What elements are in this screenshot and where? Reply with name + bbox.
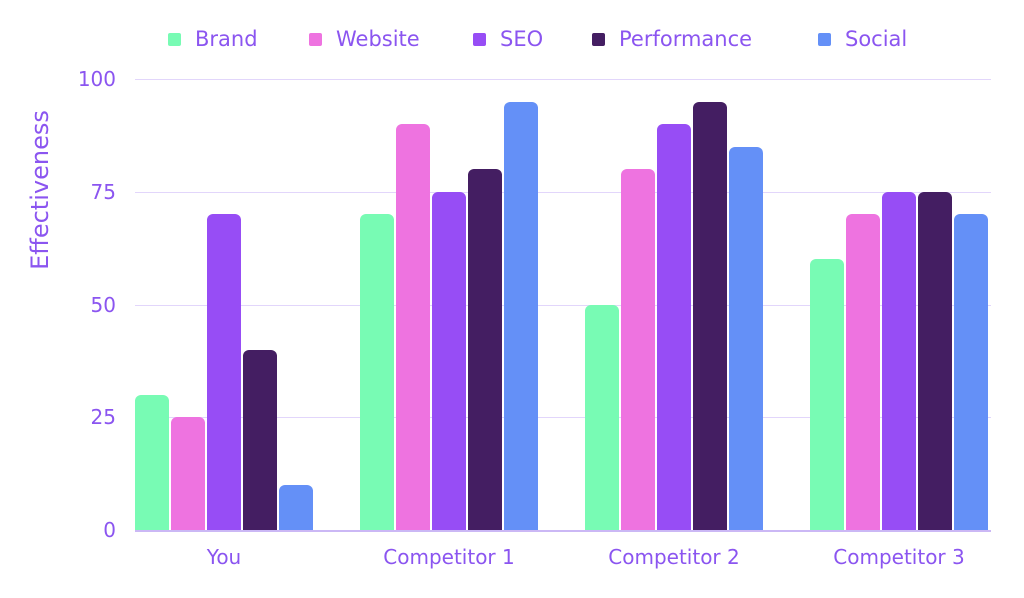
bar-performance-competitor-2 <box>693 101 727 530</box>
legend-label: SEO <box>500 27 544 51</box>
legend-item-social: Social <box>818 24 907 54</box>
y-tick-label: 0 <box>103 518 116 542</box>
legend-swatch <box>168 32 181 46</box>
bar-website-competitor-3 <box>846 214 880 530</box>
bar-brand-you <box>135 394 169 530</box>
legend-item-brand: Brand <box>168 24 258 54</box>
legend-label: Social <box>845 27 908 51</box>
bar-brand-competitor-2 <box>585 304 619 530</box>
x-tick-label: You <box>206 545 242 569</box>
legend-label: Performance <box>619 27 753 51</box>
y-tick-label: 50 <box>90 292 116 317</box>
legend-swatch <box>818 32 831 46</box>
gridline <box>135 305 991 306</box>
legend-swatch <box>309 32 322 46</box>
legend-swatch <box>592 32 605 46</box>
gridline <box>135 79 991 80</box>
bar-social-competitor-2 <box>729 146 763 530</box>
gridline <box>135 417 991 418</box>
y-tick-label: 25 <box>90 405 116 430</box>
y-tick-label: 75 <box>90 179 116 204</box>
bar-seo-competitor-2 <box>657 124 691 530</box>
y-tick-label: 100 <box>77 67 116 91</box>
x-tick-label: Competitor 1 <box>383 545 515 569</box>
bar-social-competitor-3 <box>954 214 988 530</box>
legend-swatch <box>473 32 486 46</box>
bar-performance-competitor-1 <box>468 169 502 530</box>
legend-item-seo: SEO <box>473 24 543 54</box>
bar-website-competitor-1 <box>396 124 430 530</box>
bar-social-competitor-1 <box>504 101 538 530</box>
bar-website-competitor-2 <box>621 169 655 530</box>
legend-item-website: Website <box>309 24 420 54</box>
legend-item-performance: Performance <box>592 24 752 54</box>
bar-seo-you <box>207 214 241 530</box>
x-tick-label: Competitor 2 <box>608 545 740 569</box>
gridline <box>135 192 991 193</box>
x-tick-label: Competitor 3 <box>833 545 965 569</box>
y-axis-label: Effectiveness <box>26 110 54 270</box>
bar-brand-competitor-1 <box>360 214 394 530</box>
legend-label: Brand <box>195 27 258 51</box>
bar-seo-competitor-1 <box>432 191 466 530</box>
chart-legend: Brand Website SEO Performance Social <box>0 24 1024 54</box>
bar-social-you <box>279 484 313 530</box>
bar-performance-competitor-3 <box>918 191 952 530</box>
bar-seo-competitor-3 <box>882 191 916 530</box>
bar-website-you <box>171 417 205 530</box>
x-axis-line <box>135 530 991 532</box>
legend-label: Website <box>336 27 420 51</box>
bar-brand-competitor-3 <box>810 259 844 530</box>
bar-performance-you <box>243 349 277 530</box>
